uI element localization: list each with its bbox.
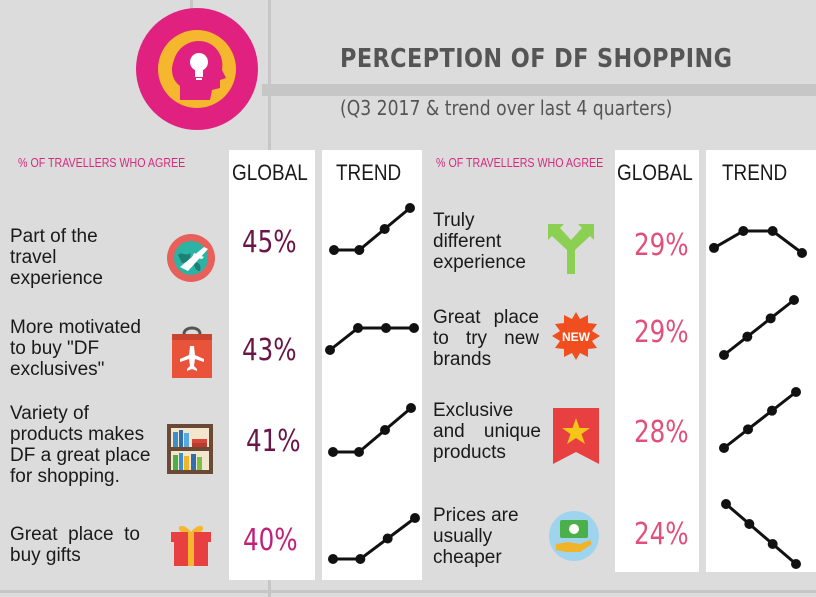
right-trend-header: TREND <box>722 160 788 185</box>
page-title: PERCEPTION OF DF SHOPPING <box>340 44 733 74</box>
left-row-label-4: Great place to buy gifts <box>10 524 140 566</box>
trend-line <box>329 326 414 352</box>
trend-point <box>353 323 363 333</box>
trend-chart-6 <box>719 295 799 360</box>
page-subtitle: (Q3 2017 & trend over last 4 quarters) <box>340 96 673 120</box>
trend-point <box>765 313 776 324</box>
trend-chart-4 <box>328 513 420 564</box>
trend-chart-1 <box>329 203 415 255</box>
bookshelf-icon <box>167 424 213 474</box>
right-global-panel <box>615 150 699 572</box>
trend-point <box>709 242 719 253</box>
trend-point <box>410 513 420 523</box>
trend-point <box>721 499 731 509</box>
trend-point <box>797 248 807 258</box>
trend-chart-7 <box>719 387 801 453</box>
trend-line <box>333 516 416 561</box>
globe-plane-icon <box>167 234 215 282</box>
right-row-label-4: Prices are usually cheaper <box>433 505 519 568</box>
trend-point <box>738 226 749 236</box>
trend-point <box>381 323 391 333</box>
trend-point <box>744 519 755 529</box>
left-global-value-4: 40% <box>243 523 298 558</box>
shopping-bag-plane-icon <box>172 326 212 378</box>
gridline <box>0 590 816 593</box>
left-global-header: GLOBAL <box>232 160 308 185</box>
trend-point <box>791 559 801 569</box>
trend-point <box>325 345 335 355</box>
trend-chart-8 <box>721 499 801 569</box>
trend-point <box>379 224 390 234</box>
trend-point <box>767 405 777 416</box>
trend-point <box>328 554 338 564</box>
left-global-value-1: 45% <box>242 225 297 260</box>
right-global-header: GLOBAL <box>617 160 693 185</box>
money-hand-icon <box>549 511 599 561</box>
trend-point <box>791 387 801 397</box>
right-row-label-2: Great place to try new brands <box>433 307 539 370</box>
split-arrow-icon <box>548 224 594 274</box>
right-global-value-1: 29% <box>634 228 689 263</box>
left-global-panel <box>229 150 315 580</box>
left-row-label-3: Variety of products makes DF a great place… <box>10 403 151 487</box>
trend-point <box>767 226 778 236</box>
trend-line <box>725 502 797 566</box>
trend-point <box>380 425 390 435</box>
right-global-value-4: 24% <box>634 517 689 552</box>
trend-line <box>334 206 411 252</box>
trend-point <box>354 447 364 457</box>
star-ribbon-icon <box>553 408 599 464</box>
trend-point <box>742 331 753 342</box>
left-global-value-2: 43% <box>242 333 297 368</box>
trend-point <box>406 403 416 413</box>
gift-icon <box>171 525 211 566</box>
trend-point <box>719 350 729 360</box>
trend-point <box>409 323 419 333</box>
trend-line <box>713 229 803 255</box>
trend-point <box>355 554 366 564</box>
right-global-value-3: 28% <box>634 415 689 450</box>
trend-point <box>354 245 365 255</box>
head-lightbulb-icon <box>172 40 226 100</box>
trend-chart-2 <box>325 323 419 355</box>
gridline <box>262 84 816 96</box>
trend-line <box>333 406 412 454</box>
trend-line <box>723 390 797 450</box>
left-global-value-3: 41% <box>246 424 301 459</box>
trend-point <box>382 533 393 544</box>
trend-point <box>743 424 753 435</box>
right-column-heading: % OF TRAVELLERS WHO AGREE <box>436 155 604 170</box>
trend-chart-5 <box>709 226 807 258</box>
left-trend-panel <box>322 150 422 580</box>
left-column-heading: % OF TRAVELLERS WHO AGREE <box>18 155 186 170</box>
right-global-value-2: 29% <box>634 315 689 350</box>
trend-point <box>405 203 415 213</box>
trend-line <box>723 298 795 357</box>
new-badge-text: NEW <box>562 330 591 344</box>
right-row-label-3: Exclusive and unique products <box>433 400 541 463</box>
trend-chart-3 <box>328 403 416 457</box>
trend-point <box>767 539 778 549</box>
left-trend-header: TREND <box>336 160 402 185</box>
left-row-label-1: Part of the travel experience <box>10 226 103 289</box>
trend-point <box>329 245 339 255</box>
trend-point <box>719 443 729 453</box>
new-badge-icon: NEW <box>552 312 600 360</box>
logo-head-lightbulb-icon <box>136 8 258 130</box>
left-row-label-2: More motivated to buy "DF exclusives" <box>10 317 141 380</box>
right-row-label-1: Truly different experience <box>433 210 526 273</box>
trend-point <box>789 295 799 305</box>
trend-point <box>328 447 338 457</box>
